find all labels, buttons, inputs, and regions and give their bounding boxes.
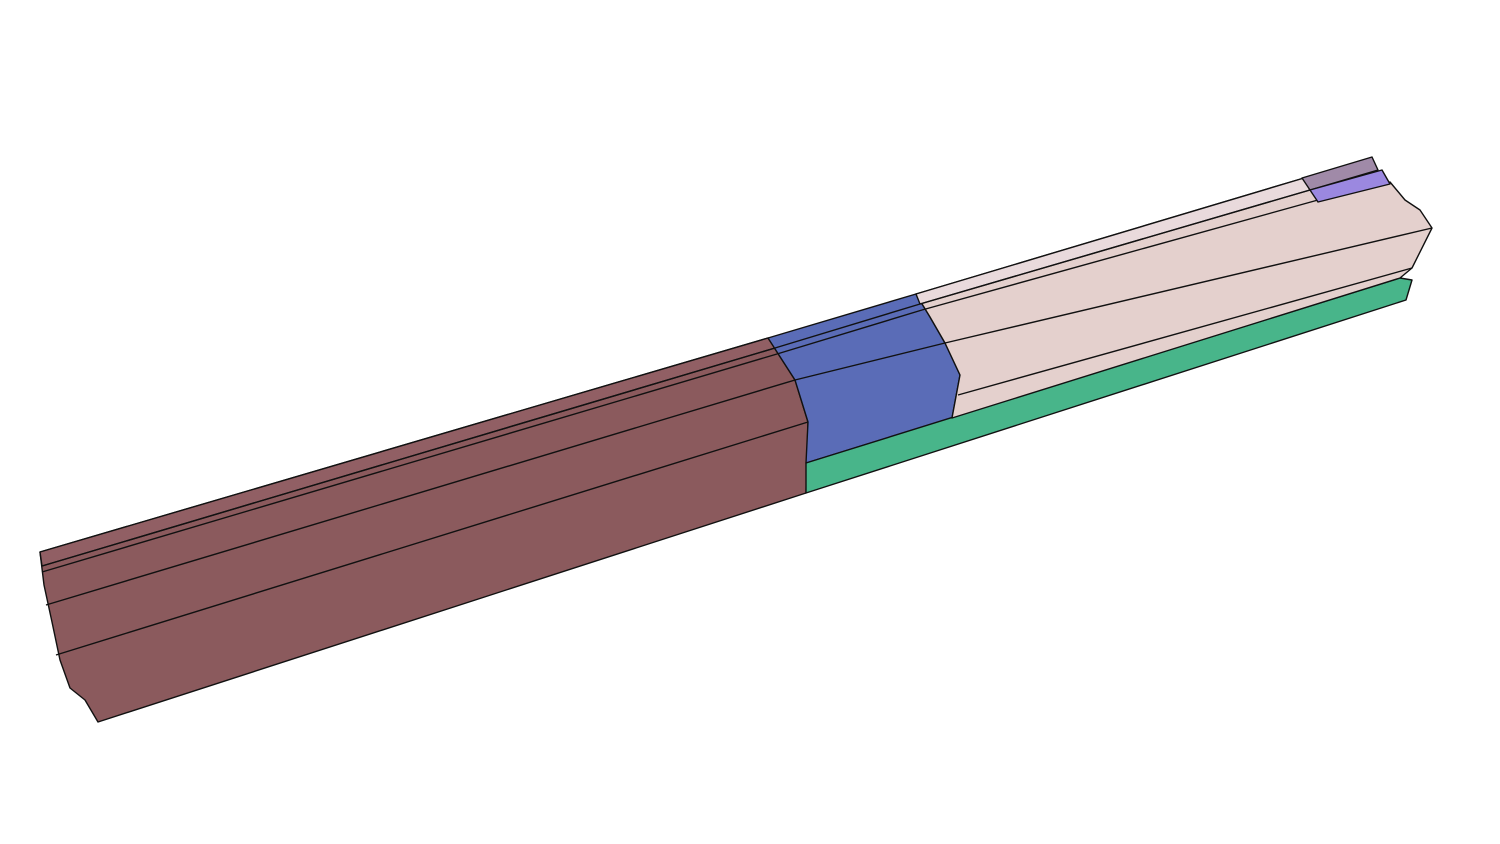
mauve-cap-face — [1301, 156, 1379, 191]
blue-ridge-3 — [794, 342, 946, 381]
pink-ridge-3 — [944, 227, 1433, 344]
pink-ridge-1 — [919, 189, 1311, 305]
blue-ridge-2 — [776, 309, 923, 355]
pink-ridge-2 — [921, 199, 1319, 311]
lavender-cap-face — [1309, 169, 1391, 203]
brown-ridge-1 — [41, 347, 776, 567]
pink-ridge-4 — [957, 267, 1413, 396]
pink-segment — [915, 177, 1433, 419]
brown-segment — [39, 337, 809, 723]
blue-ridge-1 — [774, 303, 921, 349]
brown-ridge-4 — [55, 421, 809, 656]
brown-ridge-2 — [41, 353, 778, 573]
end-caps — [1301, 156, 1391, 203]
brown-ridge-3 — [45, 379, 796, 606]
